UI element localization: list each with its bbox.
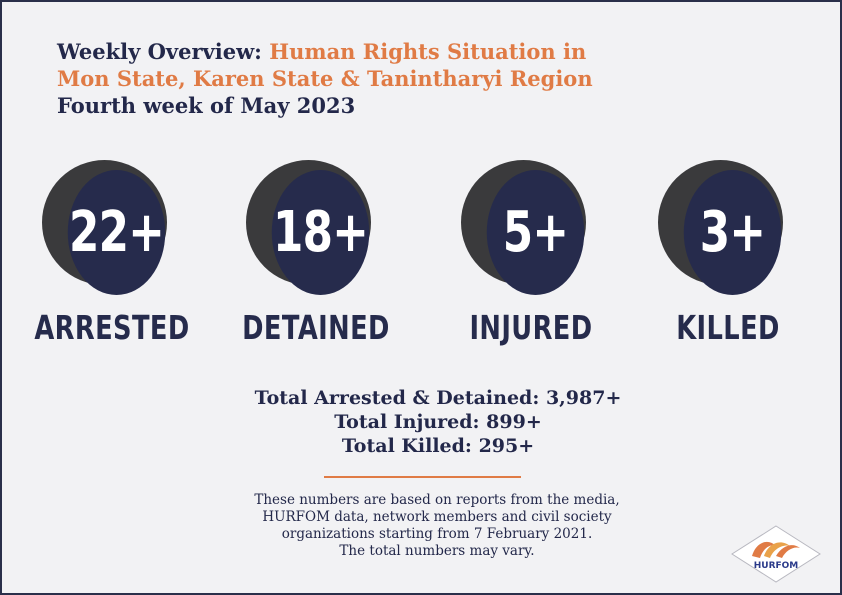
stat-value: 22+ xyxy=(67,170,166,295)
source-note: These numbers are based on reports from … xyxy=(2,492,842,560)
stat-circle: 18+ xyxy=(246,160,386,300)
page-title: Weekly Overview: Human Rights Situation … xyxy=(57,38,593,119)
stat-detained: 18+ DETAINED xyxy=(216,160,416,347)
stat-circle: 3+ xyxy=(658,160,798,300)
stat-value: 5+ xyxy=(486,170,585,295)
stat-label: DETAINED xyxy=(242,308,390,347)
note-line: These numbers are based on reports from … xyxy=(254,492,620,508)
total-arrested-detained: Total Arrested & Detained: 3,987+ xyxy=(254,387,622,409)
stat-label: INJURED xyxy=(469,308,593,347)
stat-arrested: 22+ ARRESTED xyxy=(12,160,212,347)
stat-killed: 3+ KILLED xyxy=(628,160,828,347)
stat-label: ARRESTED xyxy=(34,308,190,347)
stat-circle: 5+ xyxy=(461,160,601,300)
note-line: organizations starting from 7 February 2… xyxy=(281,526,593,542)
title-subtitle: Fourth week of May 2023 xyxy=(57,93,356,118)
stat-circle: 22+ xyxy=(42,160,182,300)
title-prefix: Weekly Overview: xyxy=(57,39,262,64)
hurfom-logo-icon: HURFOM xyxy=(731,525,821,583)
stat-value: 18+ xyxy=(271,170,370,295)
totals-block: Total Arrested & Detained: 3,987+ Total … xyxy=(2,386,842,458)
total-killed: Total Killed: 295+ xyxy=(341,435,535,457)
logo-text: HURFOM xyxy=(754,561,799,571)
note-line: The total numbers may vary. xyxy=(339,543,535,559)
title-accent-line1: Human Rights Situation in xyxy=(269,39,587,64)
stat-value: 3+ xyxy=(683,170,782,295)
title-accent-line2: Mon State, Karen State & Tanintharyi Reg… xyxy=(57,66,593,91)
divider-line xyxy=(324,476,521,478)
stat-injured: 5+ INJURED xyxy=(431,160,631,347)
stat-label: KILLED xyxy=(676,308,780,347)
total-injured: Total Injured: 899+ xyxy=(334,411,542,433)
note-line: HURFOM data, network members and civil s… xyxy=(262,509,612,525)
